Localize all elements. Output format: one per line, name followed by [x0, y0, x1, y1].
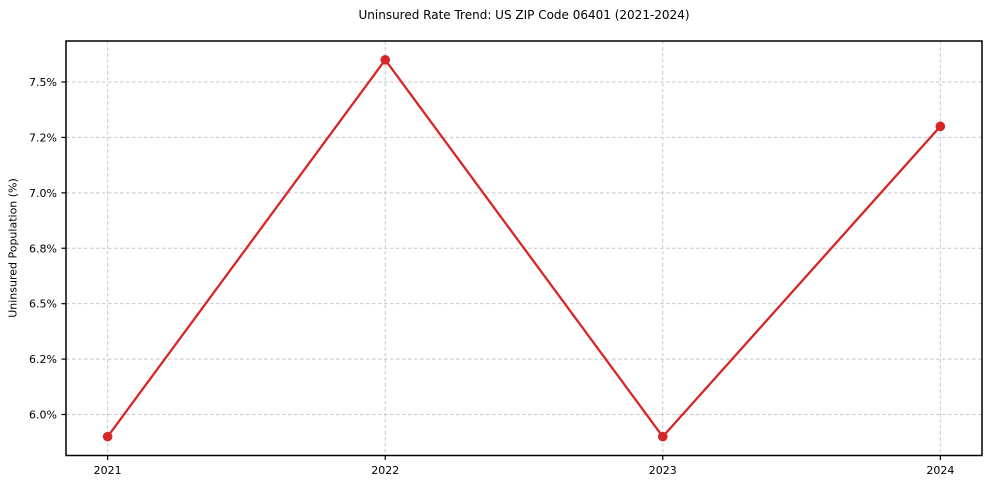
y-tick-label: 6.2%: [29, 353, 57, 366]
plot-border: [65, 40, 983, 457]
y-tick-label: 7.5%: [29, 76, 57, 89]
y-tick-label: 6.5%: [29, 298, 57, 311]
data-line: [106, 58, 942, 438]
chart-title: Uninsured Rate Trend: US ZIP Code 06401 …: [358, 8, 690, 22]
x-tick-label: 2021: [94, 464, 122, 477]
y-tick-label: 7.0%: [29, 187, 57, 200]
data-point: [935, 121, 946, 132]
y-tick-label: 6.0%: [29, 408, 57, 421]
y-tick-label: 7.2%: [29, 131, 57, 144]
data-point: [102, 431, 113, 442]
data-point: [657, 431, 668, 442]
y-tick-label: 6.8%: [29, 242, 57, 255]
data-point: [380, 55, 391, 65]
x-tick-label: 2022: [371, 464, 399, 477]
x-tick-label: 2024: [926, 464, 954, 477]
x-tick-label: 2023: [649, 464, 677, 477]
